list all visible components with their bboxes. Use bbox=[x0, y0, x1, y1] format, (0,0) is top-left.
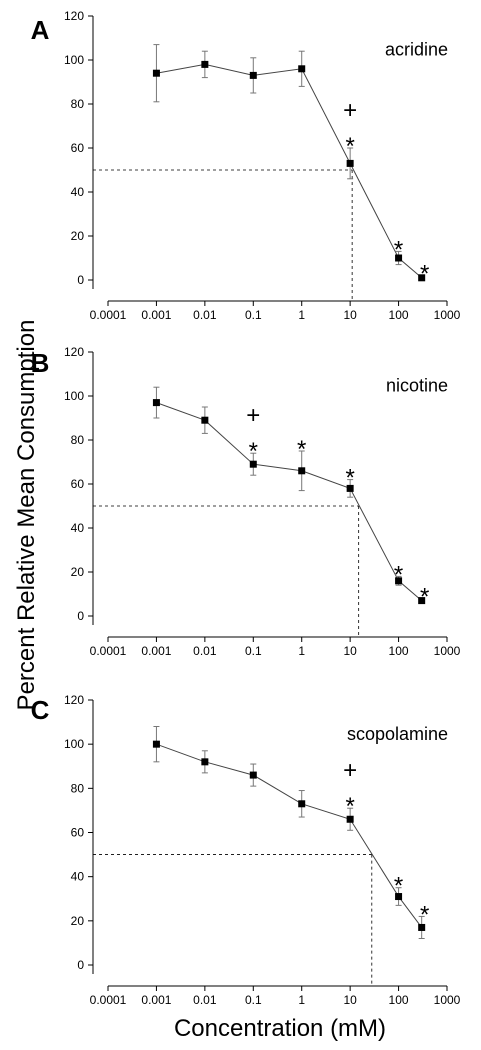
panel-letter: C bbox=[31, 695, 50, 725]
series-line bbox=[156, 402, 423, 601]
x-tick-label: 0.1 bbox=[245, 308, 262, 322]
y-axis-title: Percent Relative Mean Consumption bbox=[13, 320, 40, 711]
data-point bbox=[152, 740, 160, 748]
data-point bbox=[298, 800, 306, 808]
y-tick-label: 100 bbox=[64, 389, 84, 403]
data-point bbox=[298, 467, 306, 475]
significance-asterisk: * bbox=[420, 261, 429, 288]
data-point bbox=[418, 923, 426, 931]
x-tick-label: 0.001 bbox=[141, 308, 171, 322]
y-tick-label: 120 bbox=[64, 9, 84, 23]
y-tick-label: 80 bbox=[71, 781, 85, 795]
significance-asterisk: * bbox=[249, 438, 258, 465]
significance-asterisk: * bbox=[345, 465, 354, 492]
data-point bbox=[418, 597, 426, 605]
panel-letter: A bbox=[31, 15, 50, 45]
x-tick-label: 0.0001 bbox=[90, 308, 127, 322]
y-tick-label: 60 bbox=[71, 477, 85, 491]
y-tick-label: 120 bbox=[64, 693, 84, 707]
significance-asterisk: * bbox=[394, 873, 403, 900]
data-point bbox=[346, 159, 354, 167]
x-tick-label: 1 bbox=[298, 308, 305, 322]
x-tick-label: 1 bbox=[298, 993, 305, 1007]
x-tick-label: 100 bbox=[389, 644, 409, 658]
data-point bbox=[395, 254, 403, 262]
x-tick-label: 1000 bbox=[434, 308, 461, 322]
data-point bbox=[152, 69, 160, 77]
y-tick-label: 20 bbox=[71, 914, 85, 928]
data-point bbox=[249, 460, 257, 468]
y-tick-label: 0 bbox=[77, 609, 84, 623]
panel-title: scopolamine bbox=[347, 724, 448, 744]
data-point bbox=[201, 416, 209, 424]
data-point bbox=[201, 60, 209, 68]
y-tick-label: 120 bbox=[64, 345, 84, 359]
data-point bbox=[395, 577, 403, 585]
y-tick-label: 20 bbox=[71, 565, 85, 579]
x-tick-label: 1 bbox=[298, 644, 305, 658]
significance-asterisk: * bbox=[297, 436, 306, 463]
data-point bbox=[152, 399, 160, 407]
series-line bbox=[156, 63, 423, 279]
data-point bbox=[346, 815, 354, 823]
x-tick-label: 100 bbox=[389, 308, 409, 322]
x-tick-label: 1000 bbox=[434, 644, 461, 658]
y-tick-label: 0 bbox=[77, 958, 84, 972]
x-tick-label: 0.01 bbox=[193, 308, 217, 322]
y-tick-label: 20 bbox=[71, 229, 85, 243]
x-axis-title: Concentration (mM) bbox=[174, 1015, 386, 1042]
x-tick-label: 10 bbox=[343, 993, 357, 1007]
significance-plus: + bbox=[343, 97, 357, 124]
panel-title: acridine bbox=[385, 40, 448, 60]
data-point bbox=[249, 771, 257, 779]
y-tick-label: 40 bbox=[71, 521, 85, 535]
x-tick-label: 10 bbox=[343, 308, 357, 322]
y-tick-label: 100 bbox=[64, 53, 84, 67]
x-tick-label: 1000 bbox=[434, 993, 461, 1007]
x-tick-label: 0.0001 bbox=[90, 644, 127, 658]
x-tick-label: 0.01 bbox=[193, 644, 217, 658]
x-tick-label: 0.001 bbox=[141, 644, 171, 658]
significance-asterisk: * bbox=[394, 236, 403, 263]
data-point bbox=[298, 65, 306, 73]
significance-asterisk: * bbox=[345, 793, 354, 820]
panel-title: nicotine bbox=[386, 376, 448, 396]
data-point bbox=[201, 758, 209, 766]
y-tick-label: 40 bbox=[71, 870, 85, 884]
x-tick-label: 0.01 bbox=[193, 993, 217, 1007]
significance-asterisk: * bbox=[394, 561, 403, 588]
data-point bbox=[395, 893, 403, 901]
y-tick-label: 100 bbox=[64, 737, 84, 751]
x-tick-label: 10 bbox=[343, 644, 357, 658]
y-tick-label: 60 bbox=[71, 826, 85, 840]
x-tick-label: 0.1 bbox=[245, 644, 262, 658]
x-tick-label: 0.1 bbox=[245, 993, 262, 1007]
series-line bbox=[156, 743, 423, 928]
x-tick-label: 100 bbox=[389, 993, 409, 1007]
significance-asterisk: * bbox=[420, 901, 429, 928]
data-point bbox=[418, 274, 426, 282]
y-tick-label: 0 bbox=[77, 273, 84, 287]
data-point bbox=[249, 71, 257, 79]
y-tick-label: 80 bbox=[71, 433, 85, 447]
data-point bbox=[346, 484, 354, 492]
significance-plus: + bbox=[246, 402, 260, 429]
significance-asterisk: * bbox=[345, 133, 354, 160]
x-tick-label: 0.001 bbox=[141, 993, 171, 1007]
y-tick-label: 60 bbox=[71, 141, 85, 155]
significance-asterisk: * bbox=[420, 583, 429, 610]
significance-plus: + bbox=[343, 757, 357, 784]
y-tick-label: 80 bbox=[71, 97, 85, 111]
x-tick-label: 0.0001 bbox=[90, 993, 127, 1007]
panel-letter: B bbox=[31, 348, 50, 378]
y-tick-label: 40 bbox=[71, 185, 85, 199]
